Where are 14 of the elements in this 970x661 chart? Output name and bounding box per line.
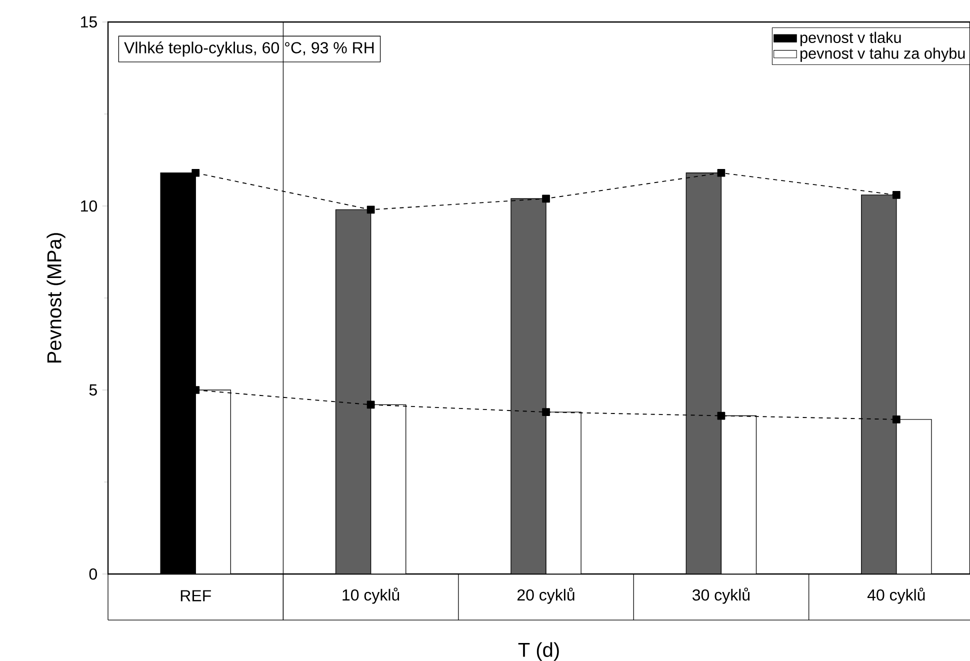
y-tick-label: 0 <box>89 568 97 580</box>
y-tick-label: 10 <box>81 200 97 212</box>
legend-label: pevnost v tlaku <box>800 32 901 46</box>
x-axis-title: T (d) <box>518 642 559 661</box>
x-tick-label: 20 cyklů <box>517 588 574 604</box>
x-tick-label: 40 cyklů <box>867 588 925 604</box>
y-tick-label: 15 <box>81 16 97 28</box>
annotation: Vlhké teplo-cyklus, 60 °C, 93 % RH <box>124 41 374 57</box>
x-tick-label: 10 cyklů <box>342 588 400 604</box>
x-tick-label: 30 cyklů <box>692 588 750 604</box>
y-axis-title: Pevnost (MPa) <box>46 233 66 362</box>
legend-label: pevnost v tahu za ohybu <box>800 48 965 62</box>
x-tick-label: REF <box>180 590 211 602</box>
y-tick-label: 5 <box>89 384 97 396</box>
